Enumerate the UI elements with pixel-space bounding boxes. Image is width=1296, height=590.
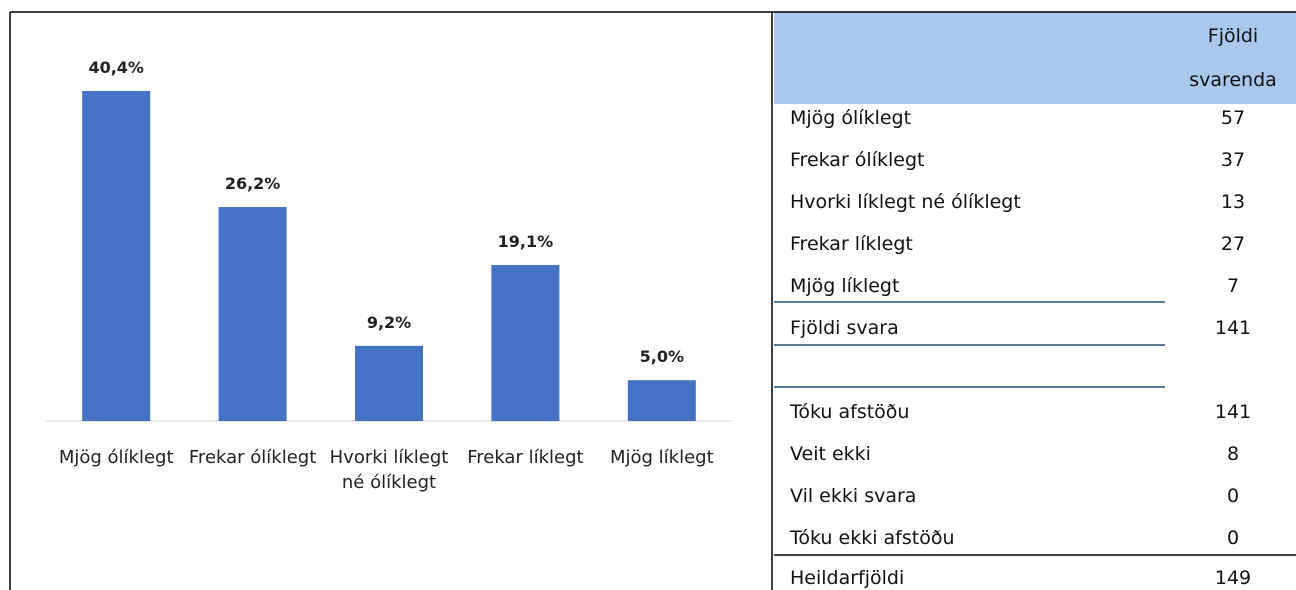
table-label: Vil ekki svara	[790, 485, 917, 507]
table-label: Veit ekki	[790, 443, 871, 465]
x-tick-label: Mjög líklegt	[609, 447, 714, 468]
bar	[491, 264, 560, 421]
table-value: 8	[1226, 443, 1240, 465]
bar	[82, 91, 151, 421]
x-tick-label: Mjög ólíklegt	[58, 447, 174, 468]
table-value: 7	[1226, 275, 1240, 297]
table-label: Heildarfjöldi	[790, 567, 905, 589]
table-value: 57	[1220, 107, 1246, 129]
data-label: 19,1%	[498, 232, 554, 251]
data-label: 9,2%	[367, 313, 411, 332]
table-label: Tóku ekki afstöðu	[790, 527, 955, 549]
table-header-bg	[774, 12, 1296, 104]
x-tick-label: Frekar ólíklegt	[188, 447, 317, 468]
table-value: 37	[1220, 149, 1246, 171]
table-value: 27	[1220, 233, 1246, 255]
table-value: 13	[1220, 191, 1246, 213]
bar	[355, 345, 423, 421]
table-label: Hvorki líklegt né ólíklegt	[790, 191, 1021, 213]
bar	[627, 380, 696, 421]
x-tick-label: Hvorki líklegt né ólíklegt	[329, 447, 449, 493]
table-value: 149	[1214, 567, 1252, 589]
table-label: Frekar ólíklegt	[790, 149, 925, 171]
x-tick-label: Frekar líklegt	[467, 447, 584, 468]
table-value: 0	[1226, 485, 1240, 507]
table-value: 141	[1214, 317, 1252, 339]
table-label: Mjög ólíklegt	[790, 107, 912, 129]
data-label: 5,0%	[640, 347, 684, 366]
table-label: Frekar líklegt	[790, 233, 913, 255]
table-value: 141	[1214, 401, 1252, 423]
table-label: Fjöldi svara	[790, 317, 899, 339]
table-value: 0	[1226, 527, 1240, 549]
table-header: Fjöldi svarenda	[1189, 25, 1277, 91]
table-label: Tóku afstöðu	[790, 401, 910, 423]
data-label: 40,4%	[88, 58, 144, 77]
bar	[218, 206, 287, 421]
data-label: 26,2%	[225, 174, 281, 193]
table-label: Mjög líklegt	[790, 275, 900, 297]
